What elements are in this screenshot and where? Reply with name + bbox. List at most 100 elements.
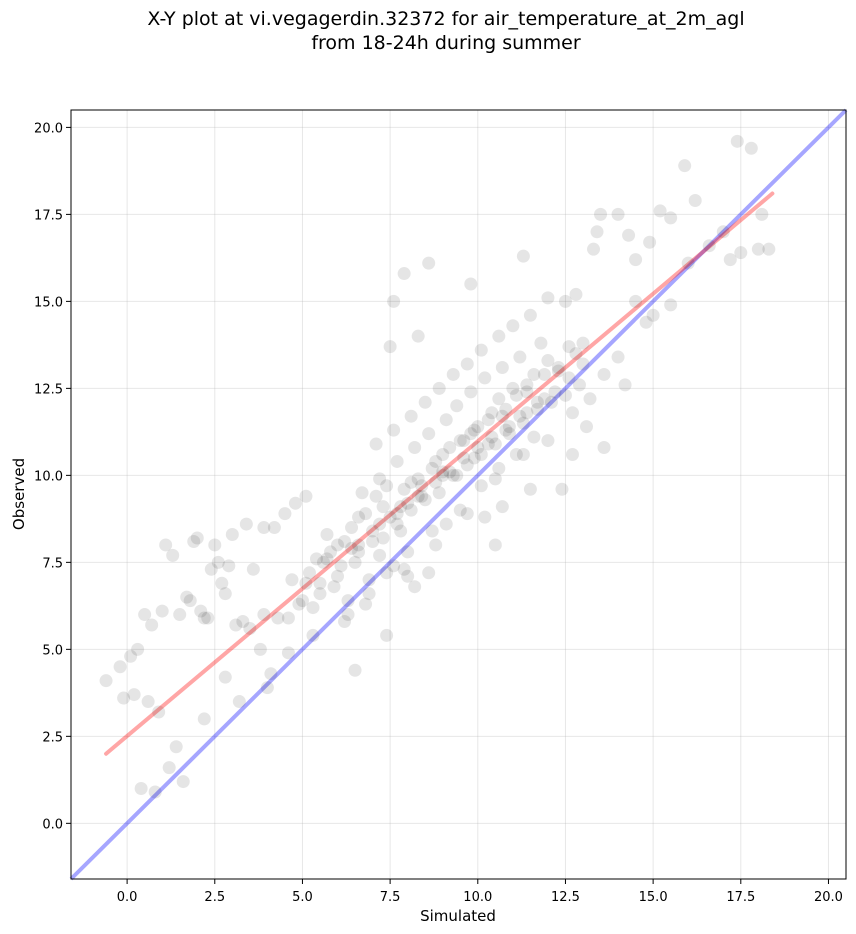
data-point [643,235,657,249]
data-point [159,538,173,552]
data-point [488,538,502,552]
data-point [306,601,320,615]
data-point [229,618,243,632]
data-point [551,360,565,374]
data-point [523,308,537,322]
data-point [383,510,397,524]
x-tick-label: 17.5 [726,890,755,905]
y-tick-label: 12.5 [34,382,63,397]
data-point [232,695,246,709]
data-point [678,159,692,173]
data-point [425,461,439,475]
data-point [418,395,432,409]
data-point [734,246,748,260]
data-point [190,531,204,545]
data-point [516,416,530,430]
data-point [376,531,390,545]
x-tick-label: 7.5 [380,890,401,905]
data-point [173,608,187,622]
data-point [464,385,478,399]
data-point [422,427,436,441]
data-point [544,395,558,409]
data-point [246,562,260,576]
data-point [534,336,548,350]
y-axis-label: Observed [10,458,28,530]
data-point [324,545,338,559]
data-point [341,608,355,622]
data-point [362,587,376,601]
data-point [380,628,394,642]
data-point [744,141,758,155]
data-point [316,555,330,569]
x-tick-label: 2.5 [204,890,225,905]
data-point [397,267,411,281]
data-point [376,500,390,514]
data-point [380,479,394,493]
data-point [594,207,608,221]
x-tick-label: 10.0 [463,890,492,905]
data-point [467,423,481,437]
data-point [401,569,415,583]
data-point [492,329,506,343]
data-point [306,628,320,642]
y-tick-label: 5.0 [42,643,63,658]
chart-subtitle: from 18-24h during summer [311,32,581,54]
y-axis-ticks: 0.0 2.5 5.0 7.5 10.0 12.5 15.0 17.5 20.0 [34,121,71,832]
data-point [495,360,509,374]
data-point [499,402,513,416]
data-point [509,388,523,402]
data-point [394,524,408,538]
data-point [523,482,537,496]
data-point [236,615,250,629]
data-point [288,496,302,510]
data-point [622,228,636,242]
grid-lines [71,110,846,879]
data-point [751,242,765,256]
data-point [225,528,239,542]
data-point [141,695,155,709]
data-point [313,587,327,601]
data-point [155,604,169,618]
data-point [257,521,271,535]
data-point [169,740,183,754]
data-point [366,524,380,538]
data-point [404,475,418,489]
data-point [474,343,488,357]
data-point [453,503,467,517]
data-point [162,761,176,775]
data-point [138,608,152,622]
data-point [124,649,138,663]
data-point [373,472,387,486]
data-point [99,674,113,688]
data-point [551,364,565,378]
data-point [295,594,309,608]
y-tick-label: 2.5 [42,730,63,745]
data-point [520,378,534,392]
data-point [113,660,127,674]
data-point [464,277,478,291]
data-point [352,538,366,552]
data-point [208,538,222,552]
data-point [509,447,523,461]
data-point [359,597,373,611]
data-point [436,468,450,482]
data-point [530,395,544,409]
data-point [366,534,380,548]
plot-frame [70,109,847,880]
data-point [373,517,387,531]
data-point [313,576,327,590]
data-point [443,441,457,455]
data-point [611,207,625,221]
data-point [516,447,530,461]
data-points [99,134,776,799]
data-point [681,256,695,270]
data-point [583,392,597,406]
data-point [597,367,611,381]
data-point [485,406,499,420]
data-point [327,580,341,594]
data-point [558,294,572,308]
y-tick-label: 20.0 [34,121,63,136]
data-point [401,545,415,559]
data-point [204,562,218,576]
data-point [201,611,215,625]
